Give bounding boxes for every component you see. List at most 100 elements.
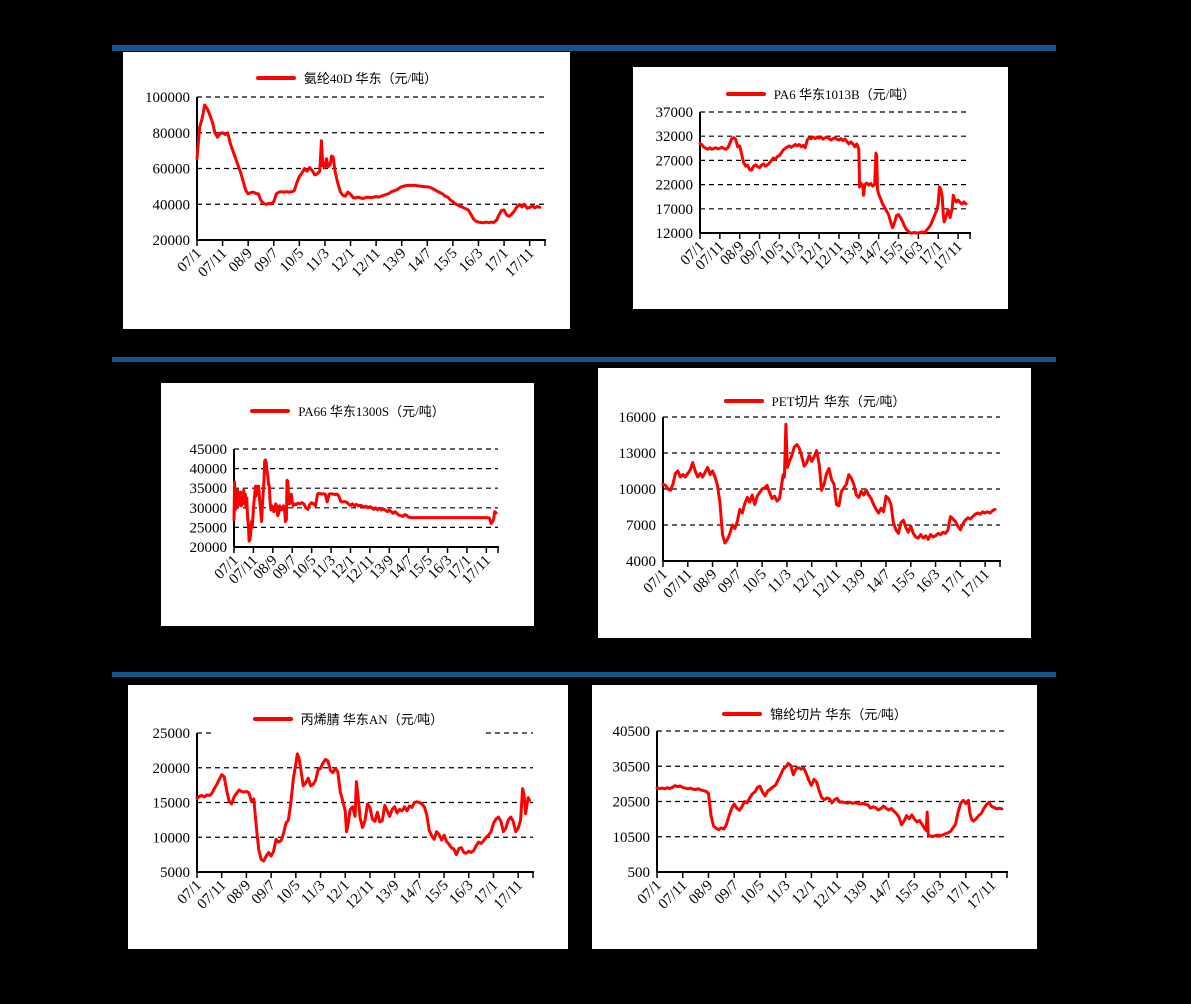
x-tick-label: 07/11 [655,878,690,913]
x-tick-label: 15/5 [888,567,918,597]
y-tick-label: 16000 [619,410,657,426]
x-tick-label: 14/7 [864,566,895,597]
x-tick-label: 13/9 [379,246,409,276]
y-tick-label: 40000 [153,197,191,213]
y-tick-label: 25000 [153,726,191,742]
y-tick-label: 17000 [656,202,694,218]
x-tick-label: 11/3 [299,878,329,908]
x-tick-label: 14/7 [866,877,897,908]
x-tick-label: 17/11 [491,878,526,913]
y-tick-label: 37000 [656,105,694,121]
y-tick-label: 22000 [656,178,694,194]
x-tick-label: 15/5 [892,878,922,908]
x-tick-label: 11/3 [764,878,794,908]
x-tick-label: 15/5 [431,246,461,276]
x-tick-label: 10/5 [277,246,307,276]
x-tick-label: 17/11 [958,567,993,602]
series-line [655,761,1004,839]
y-tick-label: 45000 [190,442,228,458]
y-tick-label: 20500 [613,795,651,811]
chart-panel-acrylonitrile: 5000 10000 15000 20000 25000 07/1 07/11 08/9 09/… [128,685,568,949]
chart-panel-nylon-chip: 500 10500 20500 30500 40500 07/1 07/11 08/9 09/7… [592,685,1037,949]
x-tick-label: 16/3 [918,878,948,908]
y-tick-label: 10000 [153,830,191,846]
x-tick-label: 08/9 [226,246,256,276]
separator-bar [112,357,1056,362]
chart-legend: PA66 华东1300S（元/吨） [161,401,534,420]
chart-plot: 4000700010000130001600007/107/1108/909/7… [619,410,1001,602]
y-tick-label: 10000 [619,482,657,498]
chart-legend: PET切片 华东（元/吨） [598,391,1031,410]
legend-line-swatch [252,716,293,721]
legend-label: 氨纶40D 华东（元/吨） [303,71,438,86]
legend-line-swatch [723,398,764,403]
y-tick-label: 30000 [190,501,228,517]
x-tick-label: 12/11 [810,878,845,913]
x-tick-label: 13/9 [839,567,869,597]
series-line [232,458,498,543]
x-tick-label: 08/9 [686,878,716,908]
legend-label: PA6 华东1013B（元/吨） [773,87,916,102]
x-tick-label: 08/9 [690,567,720,597]
x-tick-label: 10/5 [740,567,770,597]
y-tick-label: 5000 [160,865,190,881]
x-tick-label: 14/7 [405,245,436,276]
y-tick-label: 20000 [153,233,191,249]
y-tick-label: 10500 [613,830,651,846]
legend-label: 丙烯腈 华东AN（元/吨） [300,712,444,727]
y-tick-label: 20000 [153,761,191,777]
x-tick-label: 17/11 [502,246,537,281]
chart-panel-spandex-40d: 20000 40000 60000 80000 100000 07/1 07/11 08/9 0… [123,52,570,329]
chart-legend: 氨纶40D 华东（元/吨） [123,68,570,87]
x-tick-label: 16/3 [446,878,476,908]
x-tick-label: 13/9 [372,878,402,908]
chart-plot: 50001000015000200002500007/107/1108/909/… [153,726,534,913]
legend-label: PA66 华东1300S（元/吨） [298,404,445,419]
separator-bar [112,45,1056,51]
legend-line-swatch [725,91,766,96]
separator-bar [112,672,1056,677]
y-tick-label: 15000 [153,796,191,812]
y-tick-label: 25000 [190,520,228,536]
y-tick-label: 32000 [656,129,694,145]
x-tick-label: 08/9 [224,878,254,908]
chart-legend: 锦纶切片 华东（元/吨） [592,704,1037,723]
chart-plot: 20000250003000035000400004500007/107/110… [190,442,499,588]
legend-label: 锦纶切片 华东（元/吨） [770,707,907,722]
legend-label: PET切片 华东（元/吨） [771,394,906,409]
x-tick-label: 09/7 [712,877,743,908]
chart-plot: 12000170002200027000320003700007/107/110… [656,105,971,274]
x-tick-label: 09/7 [715,566,746,597]
x-tick-label: 09/7 [251,245,282,276]
x-tick-label: 17/11 [964,878,999,913]
chart-panel-pa6: 12000 17000 22000 27000 32000 37000 07/1 07/11 0… [633,67,1008,309]
y-tick-label: 35000 [190,481,228,497]
y-tick-label: 80000 [153,126,191,142]
y-tick-label: 40500 [613,724,651,740]
y-tick-label: 7000 [626,518,656,534]
series-line [698,135,968,235]
y-tick-label: 40000 [190,462,228,478]
y-tick-label: 60000 [153,162,191,178]
chart-plot: 2000040000600008000010000007/107/1108/90… [145,90,546,281]
x-tick-label: 16/3 [913,567,943,597]
series-line [195,103,542,225]
x-tick-label: 09/7 [249,877,280,908]
y-tick-label: 30500 [613,759,651,775]
y-tick-label: 27000 [656,153,694,169]
x-tick-label: 07/11 [195,246,230,281]
y-tick-label: 100000 [145,90,190,106]
chart-panel-pet-chip: 4000 7000 10000 13000 16000 07/1 07/11 08/9 09/7… [598,368,1031,638]
series-line [661,422,997,545]
x-tick-label: 11/3 [303,246,333,276]
x-tick-label: 13/9 [841,878,871,908]
chart-legend: PA6 华东1013B（元/吨） [633,84,1008,103]
x-tick-label: 11/3 [765,567,795,597]
x-tick-label: 14/7 [397,877,428,908]
y-tick-label: 13000 [619,446,657,462]
chart-panel-pa66: 20000 25000 30000 35000 40000 45000 07/1 07/11 0… [161,383,534,626]
x-tick-label: 12/11 [349,246,384,281]
y-tick-label: 4000 [626,554,656,570]
y-tick-label: 12000 [656,226,694,242]
